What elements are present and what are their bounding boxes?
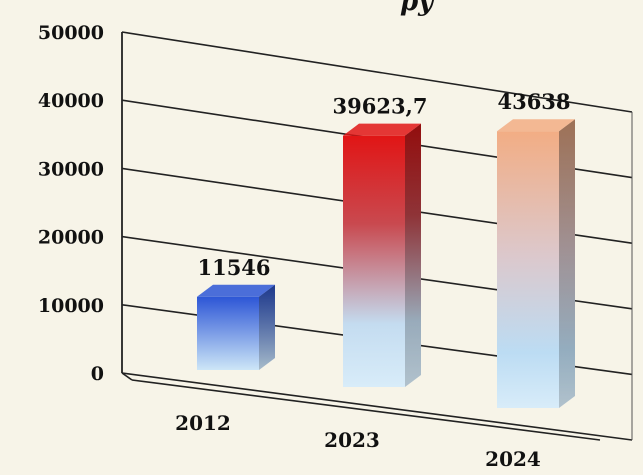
y-tick-label: 20000: [38, 227, 104, 249]
bar-2012: [197, 296, 259, 370]
y-tick-label: 30000: [38, 158, 104, 180]
x-tick-label: 2023: [324, 428, 380, 452]
x-tick-label: 2024: [485, 447, 541, 471]
data-label: 43638: [497, 89, 570, 114]
chart-title-fragment: ру: [400, 0, 435, 17]
bar-side-shade: [559, 119, 575, 408]
y-tick-label: 0: [91, 363, 104, 385]
data-label: 11546: [197, 255, 270, 280]
bar-side-shade: [405, 123, 421, 387]
bar-top-2012: [197, 284, 275, 297]
y-tick-label: 50000: [38, 22, 104, 44]
y-tick-label: 10000: [38, 295, 104, 317]
labels: 0 10000 20000 30000 40000 50000 11546 2012 39623…: [38, 22, 571, 471]
bar-2023: [343, 135, 405, 387]
bar-2024: [497, 131, 559, 408]
x-axis-floor-edge: [131, 379, 601, 441]
axes: [121, 32, 633, 441]
bars: [197, 119, 575, 408]
y-tick-label: 40000: [38, 90, 104, 112]
bar-top-2024: [497, 119, 575, 132]
x-tick-label: 2012: [175, 411, 231, 435]
gridline: [121, 372, 633, 441]
gridline: [121, 31, 633, 113]
data-label: 39623,7: [333, 94, 428, 119]
bar-side-shade: [259, 284, 275, 370]
bar-top-2023: [343, 123, 421, 136]
floor-depth-edge: [121, 372, 133, 381]
